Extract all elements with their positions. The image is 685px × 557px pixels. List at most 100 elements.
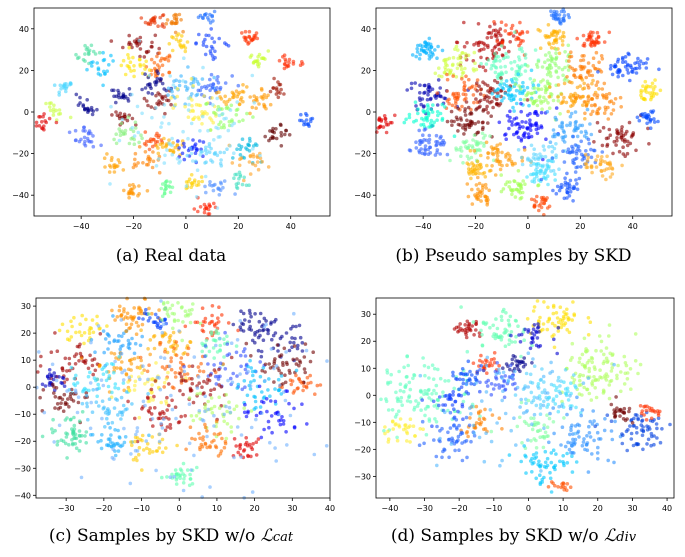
- scatter-point: [529, 197, 534, 202]
- scatter-point: [425, 108, 430, 112]
- scatter-point: [223, 441, 228, 446]
- scatter-point: [237, 119, 241, 124]
- scatter-point: [262, 93, 267, 97]
- scatter-point: [584, 149, 588, 153]
- scatter-point: [247, 160, 252, 164]
- scatter-point: [210, 36, 214, 41]
- scatter-point: [247, 29, 252, 34]
- scatter-point: [137, 145, 142, 149]
- scatter-point: [518, 97, 523, 102]
- scatter-point: [555, 184, 560, 189]
- scatter-point: [255, 36, 260, 41]
- chart-panel-a: −40 −20 0 20 40 40 20 0 −20 −40 (a) Real data: [0, 0, 342, 278]
- scatter-point: [593, 386, 597, 390]
- scatter-point: [425, 118, 430, 123]
- scatter-point: [101, 50, 105, 55]
- scatter-point: [189, 181, 194, 186]
- scatter-point: [223, 81, 228, 85]
- scatter-point: [577, 75, 581, 79]
- scatter-point: [213, 55, 217, 60]
- scatter-point: [173, 102, 178, 107]
- scatter-point: [579, 58, 583, 63]
- scatter-point: [481, 171, 485, 176]
- scatter-point: [218, 361, 223, 366]
- scatter-point: [503, 344, 508, 348]
- scatter-point: [91, 372, 95, 377]
- scatter-point: [631, 424, 636, 428]
- scatter-point: [76, 400, 81, 405]
- scatter-point: [305, 113, 309, 118]
- scatter-point: [77, 419, 82, 423]
- scatter-point: [592, 438, 596, 443]
- scatter-point: [279, 144, 284, 148]
- scatter-point: [437, 403, 441, 408]
- scatter-point: [537, 208, 541, 213]
- scatter-point: [182, 477, 186, 481]
- scatter-point: [253, 399, 258, 404]
- scatter-point: [37, 350, 41, 354]
- scatter-point: [509, 61, 513, 65]
- scatter-point: [454, 75, 459, 79]
- scatter-point: [467, 77, 471, 82]
- scatter-point: [522, 356, 526, 360]
- scatter-point: [562, 135, 566, 139]
- scatter-point: [145, 189, 150, 193]
- scatter-point: [417, 57, 422, 61]
- scatter-point: [167, 184, 171, 188]
- scatter-point: [575, 165, 580, 169]
- scatter-point: [148, 338, 153, 342]
- scatter-point: [595, 80, 600, 84]
- scatter-point: [87, 331, 92, 336]
- scatter-point: [502, 307, 506, 312]
- scatter-point: [199, 361, 203, 366]
- scatter-point: [450, 103, 455, 108]
- scatter-point: [256, 55, 260, 59]
- scatter-point: [171, 141, 175, 145]
- scatter-point: [53, 428, 57, 433]
- scatter-point: [563, 368, 568, 372]
- scatter-point: [640, 433, 645, 438]
- scatter-point: [222, 412, 226, 417]
- scatter-point: [422, 91, 426, 95]
- scatter-point: [433, 417, 437, 421]
- scatter-point: [222, 100, 227, 104]
- scatter-point: [638, 362, 643, 367]
- scatter-point: [152, 16, 156, 21]
- scatter-point: [68, 82, 72, 87]
- scatter-point: [151, 159, 156, 164]
- scatter-point: [575, 182, 579, 186]
- scatter-point: [648, 118, 653, 122]
- scatter-point: [443, 105, 447, 109]
- scatter-point: [242, 175, 246, 180]
- scatter-point: [60, 375, 65, 380]
- scatter-point: [483, 68, 488, 73]
- scatter-point: [455, 96, 460, 100]
- scatter-point: [115, 366, 119, 370]
- scatter-point: [263, 378, 267, 383]
- scatter-point: [209, 396, 214, 400]
- scatter-point: [582, 100, 587, 104]
- scatter-point: [446, 408, 450, 413]
- scatter-point: [526, 330, 530, 334]
- scatter-point: [145, 99, 149, 103]
- scatter-point: [582, 86, 587, 90]
- scatter-point: [618, 95, 623, 100]
- scatter-point: [542, 388, 547, 392]
- scatter-point: [515, 121, 519, 126]
- scatter-point: [550, 159, 554, 164]
- scatter-point: [548, 82, 552, 86]
- scatter-point: [251, 144, 256, 148]
- scatter-point: [437, 74, 441, 78]
- scatter-point: [192, 453, 196, 458]
- scatter-point: [59, 438, 64, 442]
- scatter-point: [225, 422, 230, 426]
- scatter-point: [501, 56, 506, 61]
- scatter-point: [184, 184, 189, 188]
- scatter-point: [258, 405, 263, 409]
- scatter-point: [127, 195, 131, 200]
- scatter-point: [127, 346, 132, 351]
- scatter-point: [445, 89, 449, 93]
- scatter-point: [509, 333, 513, 338]
- scatter-point: [557, 51, 562, 56]
- scatter-point: [458, 322, 462, 326]
